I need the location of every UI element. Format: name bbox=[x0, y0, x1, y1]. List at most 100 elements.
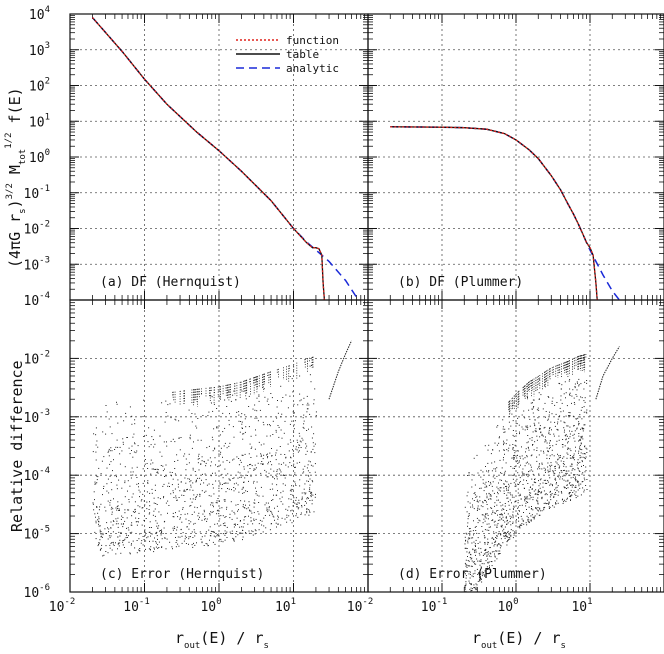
scatter-point bbox=[117, 501, 119, 503]
scatter-point bbox=[492, 490, 494, 492]
scatter-point bbox=[271, 513, 273, 515]
scatter-point bbox=[296, 449, 298, 451]
scatter-point bbox=[280, 385, 282, 387]
scatter-point bbox=[139, 491, 141, 493]
scatter-point bbox=[578, 450, 580, 452]
scatter-point bbox=[487, 543, 489, 545]
scatter-point bbox=[549, 491, 551, 493]
scatter-point bbox=[579, 448, 581, 450]
scatter-point bbox=[494, 555, 496, 557]
scatter-point bbox=[211, 436, 213, 438]
scatter-point bbox=[548, 502, 550, 504]
scatter-point bbox=[306, 508, 308, 510]
scatter-point bbox=[508, 447, 510, 449]
scatter-point bbox=[547, 418, 549, 420]
scatter-point bbox=[207, 459, 209, 461]
scatter-point bbox=[254, 404, 256, 406]
scatter-point bbox=[502, 516, 504, 518]
y-tick-label: 10-2 bbox=[24, 220, 51, 238]
scatter-point bbox=[486, 493, 487, 495]
scatter-point bbox=[258, 502, 260, 503]
scatter-point bbox=[100, 531, 102, 533]
scatter-point bbox=[156, 504, 158, 505]
scatter-point bbox=[224, 468, 226, 470]
scatter-point bbox=[113, 545, 115, 546]
scatter-point bbox=[158, 525, 160, 527]
scatter-point bbox=[573, 490, 575, 492]
scatter-point bbox=[233, 539, 235, 541]
scatter-point bbox=[486, 523, 488, 525]
scatter-point bbox=[131, 496, 133, 498]
y-tick-label: 10-2 bbox=[24, 349, 51, 367]
scatter-point bbox=[301, 505, 303, 506]
scatter-point bbox=[527, 435, 529, 436]
scatter-point bbox=[544, 494, 546, 496]
scatter-point bbox=[573, 474, 575, 476]
scatter-point bbox=[470, 558, 472, 560]
scatter-point bbox=[539, 507, 541, 509]
scatter-point bbox=[257, 420, 259, 422]
scatter-point bbox=[575, 476, 576, 478]
scatter-point bbox=[569, 392, 571, 394]
scatter-point bbox=[531, 506, 532, 507]
scatter-point bbox=[571, 465, 573, 467]
scatter-point bbox=[565, 474, 567, 476]
scatter-point bbox=[474, 549, 476, 551]
scatter-point bbox=[560, 476, 562, 478]
scatter-point bbox=[124, 496, 126, 498]
scatter-point bbox=[275, 452, 277, 454]
scatter-point bbox=[241, 427, 243, 429]
scatter-point bbox=[554, 477, 556, 479]
grid-d bbox=[368, 300, 664, 592]
scatter-point bbox=[540, 492, 542, 494]
scatter-point bbox=[501, 525, 502, 527]
scatter-point bbox=[115, 523, 117, 525]
x-tick-exp: 0 bbox=[216, 597, 221, 607]
scatter-point bbox=[97, 519, 99, 521]
scatter-point bbox=[108, 455, 110, 457]
scatter-point bbox=[467, 525, 468, 527]
scatter-point bbox=[480, 573, 482, 575]
scatter-point bbox=[216, 513, 218, 515]
scatter-point bbox=[288, 498, 290, 500]
scatter-point bbox=[201, 490, 203, 492]
scatter-point bbox=[482, 471, 484, 473]
scatter-point bbox=[471, 474, 473, 476]
scatter-point bbox=[131, 531, 133, 533]
scatter-point bbox=[465, 559, 467, 561]
scatter-point bbox=[216, 500, 218, 502]
scatter-point bbox=[535, 489, 537, 491]
x-axis-label-left-text: rout(E) / rs bbox=[175, 629, 269, 651]
scatter-point bbox=[488, 526, 490, 528]
scatter-point bbox=[544, 502, 546, 504]
scatter-point bbox=[215, 502, 217, 504]
scatter-point bbox=[208, 483, 210, 485]
scatter-point bbox=[120, 518, 122, 520]
scatter-point bbox=[486, 566, 488, 568]
scatter-point bbox=[542, 486, 544, 488]
scatter-point bbox=[109, 547, 111, 549]
scatter-point bbox=[473, 500, 475, 501]
scatter-point bbox=[231, 530, 233, 532]
scatter-point bbox=[125, 412, 127, 414]
legend-label: function bbox=[286, 34, 339, 47]
x-tick-base: 10 bbox=[497, 600, 513, 615]
scatter-point bbox=[525, 498, 527, 500]
scatter-point bbox=[260, 456, 262, 457]
scatter-point bbox=[250, 457, 252, 458]
scatter-point bbox=[507, 537, 509, 539]
scatter-point bbox=[472, 588, 474, 590]
scatter-point bbox=[565, 472, 567, 474]
scatter-point bbox=[516, 423, 518, 425]
scatter-point bbox=[512, 521, 514, 523]
scatter-point bbox=[555, 479, 557, 481]
scatter-point bbox=[98, 542, 100, 544]
scatter-point bbox=[545, 411, 547, 412]
scatter-point bbox=[506, 489, 507, 491]
scatter-point bbox=[216, 510, 218, 512]
scatter-point bbox=[110, 542, 112, 544]
scatter-point bbox=[532, 402, 533, 404]
scatter-point bbox=[262, 421, 264, 423]
scatter-point bbox=[310, 496, 312, 498]
scatter-point bbox=[315, 493, 316, 495]
